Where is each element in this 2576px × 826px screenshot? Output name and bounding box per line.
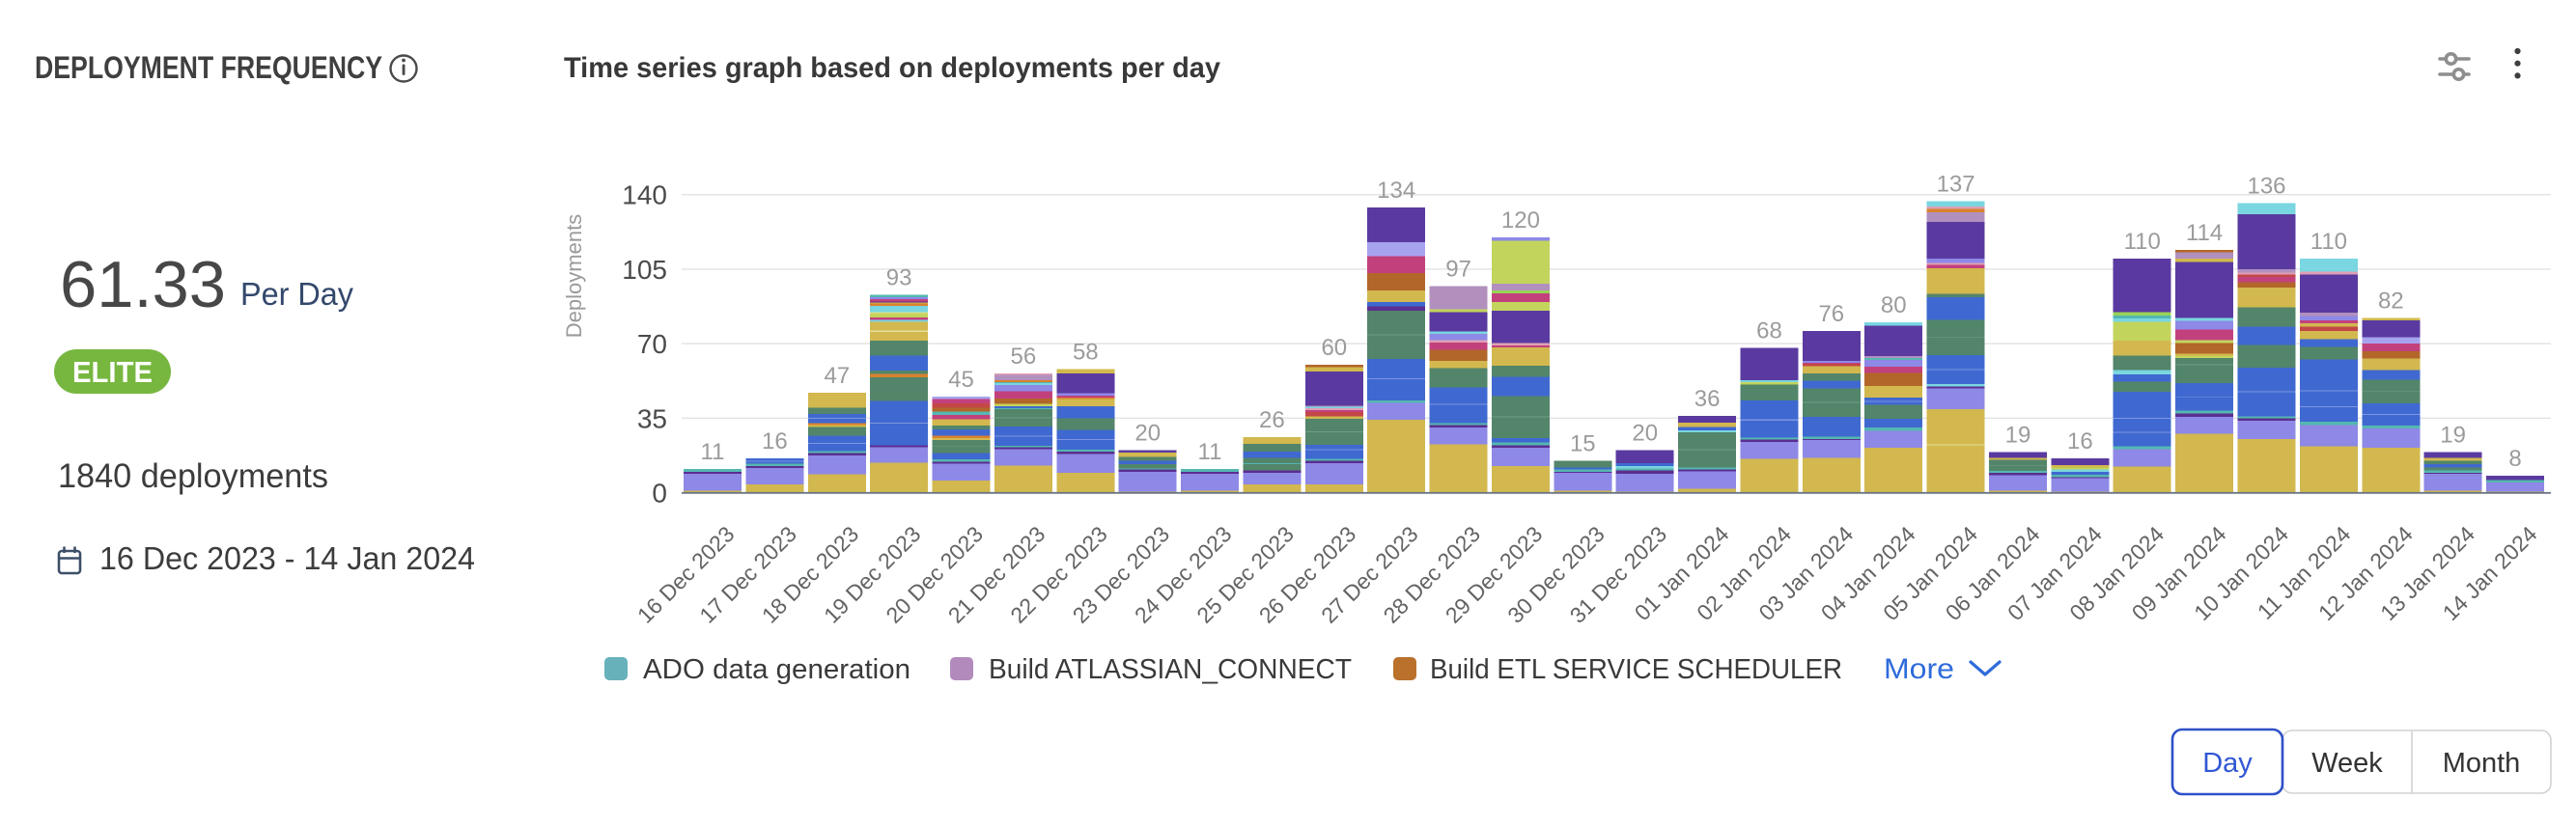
- svg-text:140: 140: [622, 180, 667, 210]
- svg-text:0: 0: [652, 479, 667, 509]
- svg-text:DEPLOYMENT FREQUENCY: DEPLOYMENT FREQUENCY: [35, 50, 382, 85]
- svg-text:Deployments: Deployments: [562, 214, 586, 338]
- svg-text:15: 15: [1570, 430, 1596, 456]
- svg-text:8: 8: [2508, 446, 2521, 472]
- svg-text:Month: Month: [2443, 748, 2521, 779]
- svg-text:35: 35: [637, 403, 667, 433]
- svg-text:76: 76: [1818, 301, 1844, 327]
- svg-text:45: 45: [948, 367, 974, 393]
- svg-text:114: 114: [2186, 220, 2223, 246]
- svg-text:120: 120: [1501, 207, 1540, 234]
- svg-text:More: More: [1884, 653, 1954, 685]
- svg-text:Time series graph based on dep: Time series graph based on deployments p…: [564, 52, 1220, 84]
- svg-text:58: 58: [1073, 340, 1099, 366]
- svg-text:82: 82: [2378, 289, 2404, 315]
- svg-text:60: 60: [1321, 335, 1347, 361]
- svg-text:19: 19: [2005, 423, 2031, 449]
- svg-text:68: 68: [1756, 318, 1782, 344]
- svg-text:16: 16: [2067, 428, 2093, 454]
- svg-text:36: 36: [1694, 386, 1721, 412]
- svg-text:1840 deployments: 1840 deployments: [58, 457, 328, 495]
- svg-text:16 Dec 2023 - 14 Jan 2024: 16 Dec 2023 - 14 Jan 2024: [99, 540, 475, 576]
- svg-text:11: 11: [1198, 439, 1222, 465]
- svg-text:93: 93: [886, 264, 912, 290]
- svg-text:16: 16: [762, 428, 788, 454]
- svg-text:26: 26: [1259, 407, 1285, 433]
- svg-text:134: 134: [1377, 178, 1415, 204]
- svg-text:19: 19: [2440, 423, 2466, 449]
- svg-text:Build ETL SERVICE SCHEDULER: Build ETL SERVICE SCHEDULER: [1430, 654, 1842, 685]
- svg-text:110: 110: [2124, 229, 2161, 255]
- svg-text:47: 47: [824, 363, 850, 389]
- svg-text:Per Day: Per Day: [240, 276, 353, 312]
- svg-text:ADO data generation: ADO data generation: [643, 654, 910, 685]
- svg-text:20: 20: [1134, 420, 1161, 446]
- svg-text:61.33: 61.33: [60, 248, 226, 321]
- svg-text:80: 80: [1881, 292, 1907, 318]
- svg-text:20: 20: [1632, 420, 1658, 446]
- svg-text:97: 97: [1445, 257, 1471, 283]
- svg-text:ELITE: ELITE: [72, 355, 153, 389]
- svg-text:105: 105: [622, 255, 667, 285]
- svg-text:Build ATLASSIAN_CONNECT: Build ATLASSIAN_CONNECT: [989, 654, 1352, 685]
- svg-text:137: 137: [1937, 171, 1975, 197]
- svg-text:110: 110: [2310, 229, 2347, 255]
- svg-text:Day: Day: [2202, 748, 2253, 779]
- svg-text:56: 56: [1011, 344, 1037, 370]
- svg-text:136: 136: [2247, 174, 2285, 200]
- svg-text:Week: Week: [2311, 748, 2383, 779]
- svg-text:70: 70: [637, 329, 667, 359]
- svg-text:11: 11: [701, 439, 725, 465]
